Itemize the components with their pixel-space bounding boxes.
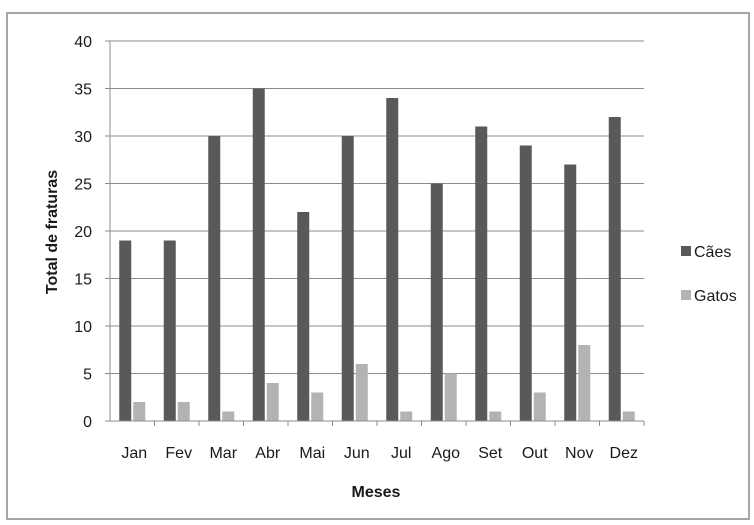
- x-tick-label: Jun: [344, 445, 370, 462]
- bar-gatos-fev: [177, 402, 190, 421]
- x-tick-label: Nov: [565, 445, 593, 462]
- y-tick-label: 0: [83, 414, 92, 431]
- bar-gatos-set: [489, 411, 502, 421]
- bar-caes-abr: [252, 88, 265, 421]
- gridlines: [110, 40, 644, 374]
- x-tick-label: Ago: [432, 445, 461, 462]
- bar-caes-mai: [297, 212, 310, 421]
- bar-caes-out: [519, 145, 532, 421]
- y-tick-label: 30: [74, 129, 92, 146]
- y-tick-label: 25: [74, 177, 92, 194]
- x-tick-label: Fev: [165, 445, 192, 462]
- bar-caes-fev: [163, 240, 176, 421]
- legend-label-gatos: Gatos: [694, 288, 737, 305]
- bar-caes-jan: [119, 240, 132, 421]
- y-tick-label: 40: [74, 34, 92, 51]
- bar-caes-ago: [430, 183, 443, 421]
- bar-gatos-ago: [444, 373, 457, 421]
- legend-swatch-caes: [681, 246, 691, 256]
- bar-gatos-jan: [133, 402, 146, 421]
- bar-gatos-nov: [578, 345, 591, 421]
- legend: Cães Gatos: [681, 244, 737, 305]
- y-tick-label: 20: [74, 224, 92, 241]
- y-tick-labels: 0 5 10 15 20 25 30 35 40: [74, 34, 110, 431]
- x-axis-title: Meses: [352, 484, 401, 501]
- bar-caes-jun: [341, 136, 354, 421]
- x-tick-label: Abr: [255, 445, 281, 462]
- x-tick-labels: Jan Fev Mar Abr Mai Jun Jul Ago Set Out Nov Dez: [121, 421, 645, 462]
- y-tick-label: 5: [83, 367, 92, 384]
- y-tick-label: 35: [74, 82, 92, 99]
- bar-caes-mar: [208, 136, 221, 421]
- bar-gatos-out: [533, 392, 546, 421]
- x-tick-label: Dez: [610, 445, 638, 462]
- y-axis-title: Total de fraturas: [44, 170, 61, 294]
- x-tick-label: Jul: [391, 445, 411, 462]
- bars: [119, 88, 635, 421]
- x-tick-label: Mai: [299, 445, 325, 462]
- bar-caes-set: [475, 126, 488, 421]
- bar-caes-jul: [386, 98, 399, 421]
- bar-caes-dez: [608, 117, 621, 421]
- bar-caes-nov: [564, 164, 577, 421]
- bar-gatos-mar: [222, 411, 235, 421]
- bar-gatos-jun: [355, 364, 368, 421]
- y-tick-label: 10: [74, 319, 92, 336]
- x-tick-label: Out: [522, 445, 548, 462]
- legend-swatch-gatos: [681, 290, 691, 300]
- bar-gatos-dez: [622, 411, 635, 421]
- x-tick-label: Mar: [209, 445, 237, 462]
- legend-label-caes: Cães: [694, 244, 731, 261]
- bar-gatos-jul: [400, 411, 413, 421]
- x-tick-label: Set: [478, 445, 503, 462]
- bar-gatos-mai: [311, 392, 324, 421]
- y-tick-label: 15: [74, 272, 92, 289]
- x-tick-label: Jan: [121, 445, 147, 462]
- bar-gatos-abr: [266, 383, 279, 421]
